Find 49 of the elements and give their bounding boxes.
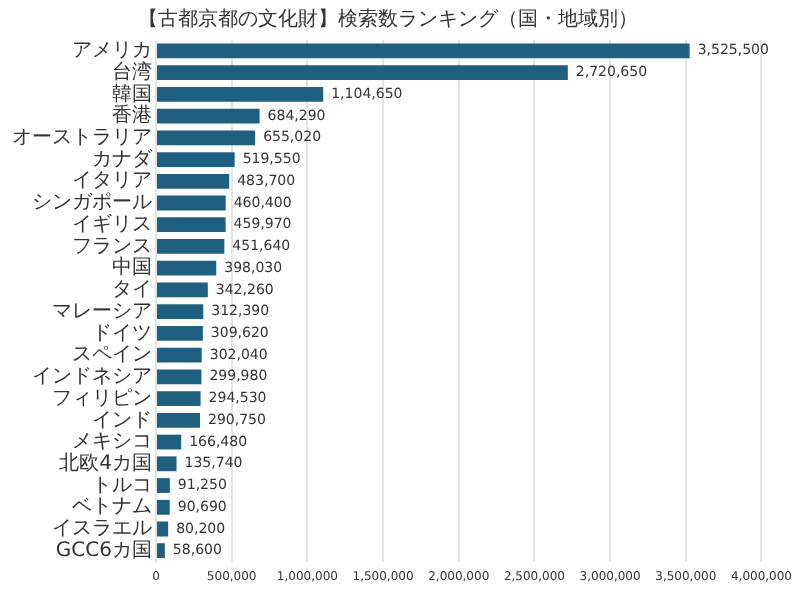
- y-tick-label: イスラエル: [52, 518, 152, 541]
- y-tick-label: ベトナム: [72, 496, 152, 519]
- y-tick-label: タイ: [112, 279, 152, 302]
- y-tick-label: 台湾: [112, 59, 152, 84]
- y-tick-label: フィリピン: [52, 387, 152, 410]
- bar: [157, 239, 225, 254]
- y-tick-label: 中国: [112, 255, 152, 280]
- y-tick-label: イギリス: [72, 211, 152, 236]
- bar: [157, 521, 169, 537]
- bar: [157, 130, 256, 146]
- y-tick-label: アメリカ: [72, 40, 152, 63]
- bar: [157, 173, 230, 189]
- y-tick-label: 香港: [112, 103, 152, 128]
- y-tick-label: インドネシア: [32, 366, 152, 389]
- y-tick-label: トルコ: [92, 474, 152, 497]
- bar: [157, 369, 202, 385]
- y-tick-label: オーストラリア: [12, 126, 152, 149]
- bar: [157, 412, 201, 428]
- bar: [157, 391, 201, 406]
- bar: [157, 217, 226, 233]
- bar: [157, 478, 170, 493]
- y-tick-label: 北欧4カ国: [59, 450, 152, 475]
- bar: [157, 434, 182, 450]
- bar: [157, 152, 235, 167]
- y-tick-label: シンガポール: [32, 192, 152, 215]
- y-tick-label: ドイツ: [92, 322, 152, 345]
- bar: [157, 456, 177, 472]
- y-tick-label: メキシコ: [72, 431, 152, 454]
- y-tick-label: カナダ: [92, 146, 154, 171]
- bar: [157, 543, 165, 559]
- y-tick-label: インド: [92, 409, 152, 432]
- y-tick-label: 韓国: [112, 81, 152, 106]
- bar: [157, 86, 324, 102]
- bar: [157, 282, 208, 298]
- bar: [157, 43, 690, 59]
- bar: [157, 195, 226, 211]
- chart-title: 【古都京都の文化財】検索数ランキング（国・地域別）: [138, 7, 638, 32]
- y-tick-label: スペイン: [72, 344, 152, 367]
- bar: [157, 499, 170, 515]
- y-tick-label: GCC6カ国: [55, 539, 152, 562]
- bar: [157, 108, 260, 124]
- y-tick-label: マレーシア: [52, 300, 152, 323]
- bar: [157, 347, 202, 363]
- bar: [157, 326, 203, 341]
- bar: [157, 304, 204, 320]
- bar: [157, 65, 568, 80]
- bar: [157, 260, 217, 276]
- y-tick-label: フランス: [72, 235, 152, 258]
- y-tick-label: イタリア: [72, 170, 152, 193]
